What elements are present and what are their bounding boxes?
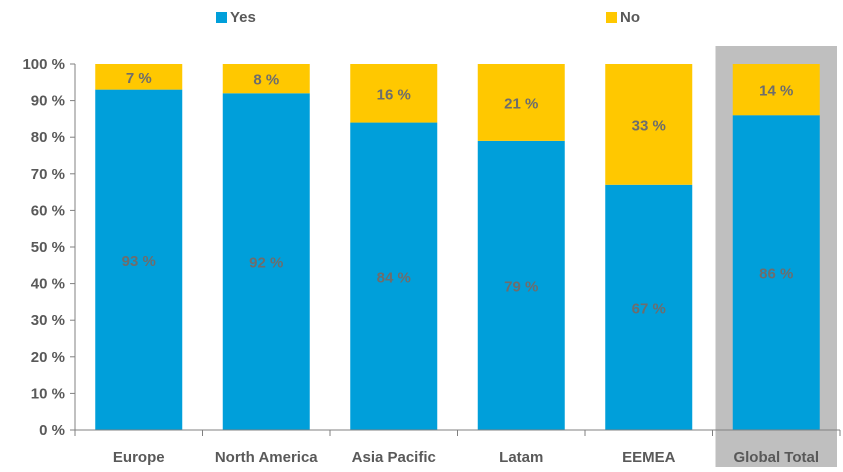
y-tick-label: 40 % xyxy=(31,276,65,293)
y-tick-label: 80 % xyxy=(31,129,65,146)
legend-swatch-yes xyxy=(216,12,227,23)
legend-label-yes: Yes xyxy=(230,9,256,26)
bar-yes-eemea xyxy=(605,184,693,430)
data-label-yes-north-america: 92 % xyxy=(249,255,283,272)
bar-yes-latam xyxy=(477,140,565,431)
data-label-yes-global-total: 86 % xyxy=(759,266,793,283)
bar-no-global-total xyxy=(732,64,820,116)
x-tick-label-europe: Europe xyxy=(113,449,165,466)
legend-label-no: No xyxy=(620,9,640,26)
data-label-no-asia-pacific: 16 % xyxy=(377,86,411,103)
bar-no-europe xyxy=(95,64,183,90)
legend-swatch-no xyxy=(606,12,617,23)
data-label-no-europe: 7 % xyxy=(126,70,152,87)
data-label-no-north-america: 8 % xyxy=(253,72,279,89)
data-label-no-eemea: 33 % xyxy=(632,117,666,134)
data-label-no-latam: 21 % xyxy=(504,95,538,112)
bar-no-north-america xyxy=(222,64,310,94)
x-tick-label-global-total: Global Total xyxy=(733,449,819,466)
bar-yes-global-total xyxy=(732,115,820,431)
x-tick-label-asia-pacific: Asia Pacific xyxy=(352,449,436,466)
bar-no-asia-pacific xyxy=(350,64,438,123)
data-label-yes-europe: 93 % xyxy=(122,253,156,270)
bar-yes-north-america xyxy=(222,93,310,430)
y-tick-label: 30 % xyxy=(31,312,65,329)
x-tick-label-latam: Latam xyxy=(499,449,543,466)
data-label-yes-latam: 79 % xyxy=(504,278,538,295)
y-tick-label: 100 % xyxy=(22,56,65,73)
x-tick-label-north-america: North America xyxy=(215,449,318,466)
data-label-yes-eemea: 67 % xyxy=(632,300,666,317)
bar-yes-asia-pacific xyxy=(350,122,438,430)
y-tick-label: 50 % xyxy=(31,239,65,256)
y-tick-label: 60 % xyxy=(31,202,65,219)
y-tick-label: 90 % xyxy=(31,93,65,110)
y-tick-label: 0 % xyxy=(39,422,65,439)
y-tick-label: 20 % xyxy=(31,349,65,366)
bar-no-eemea xyxy=(605,64,693,185)
data-label-yes-asia-pacific: 84 % xyxy=(377,269,411,286)
bar-yes-europe xyxy=(95,89,183,431)
data-label-no-global-total: 14 % xyxy=(759,83,793,100)
bar-no-latam xyxy=(477,64,565,141)
y-tick-label: 70 % xyxy=(31,166,65,183)
x-tick-label-eemea: EEMEA xyxy=(622,449,676,466)
y-tick-label: 10 % xyxy=(31,385,65,402)
